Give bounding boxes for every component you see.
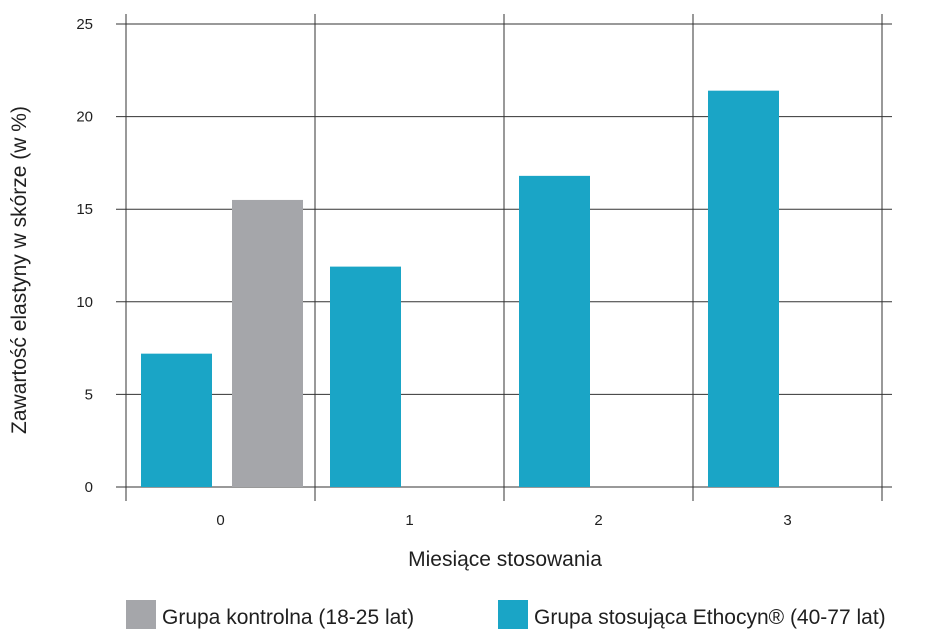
x-tick-label: 2 bbox=[594, 512, 602, 529]
legend: Grupa kontrolna (18-25 lat) Grupa stosuj… bbox=[126, 600, 886, 629]
bar-ethocyn-3 bbox=[708, 90, 779, 487]
x-tick-label: 0 bbox=[216, 512, 224, 529]
legend-swatch-ethocyn bbox=[498, 600, 528, 629]
x-tick-labels: 0 1 2 3 bbox=[216, 512, 791, 529]
x-axis-title: Miesiące stosowania bbox=[408, 548, 602, 571]
bars bbox=[141, 90, 779, 487]
y-tick-label: 15 bbox=[76, 201, 93, 218]
x-tick-label: 1 bbox=[405, 512, 413, 529]
x-tick-label: 3 bbox=[783, 512, 791, 529]
legend-label-ethocyn: Grupa stosująca Ethocyn® (40-77 lat) bbox=[534, 606, 886, 629]
y-tick-label: 5 bbox=[85, 386, 93, 403]
bar-ethocyn-2 bbox=[519, 175, 590, 487]
bar-control-0 bbox=[232, 199, 303, 487]
legend-swatch-control bbox=[126, 600, 156, 629]
y-tick-label: 20 bbox=[76, 109, 93, 126]
bar-ethocyn-1 bbox=[330, 266, 401, 487]
y-tick-label: 0 bbox=[85, 479, 93, 496]
y-tick-labels: 0 5 10 15 20 25 bbox=[76, 16, 93, 496]
y-axis-title: Zawartość elastyny w skórze (w %) bbox=[8, 106, 31, 434]
y-tick-label: 25 bbox=[76, 16, 93, 33]
legend-label-control: Grupa kontrolna (18-25 lat) bbox=[162, 606, 414, 629]
bar-ethocyn-0 bbox=[141, 353, 212, 487]
y-tick-label: 10 bbox=[76, 294, 93, 311]
